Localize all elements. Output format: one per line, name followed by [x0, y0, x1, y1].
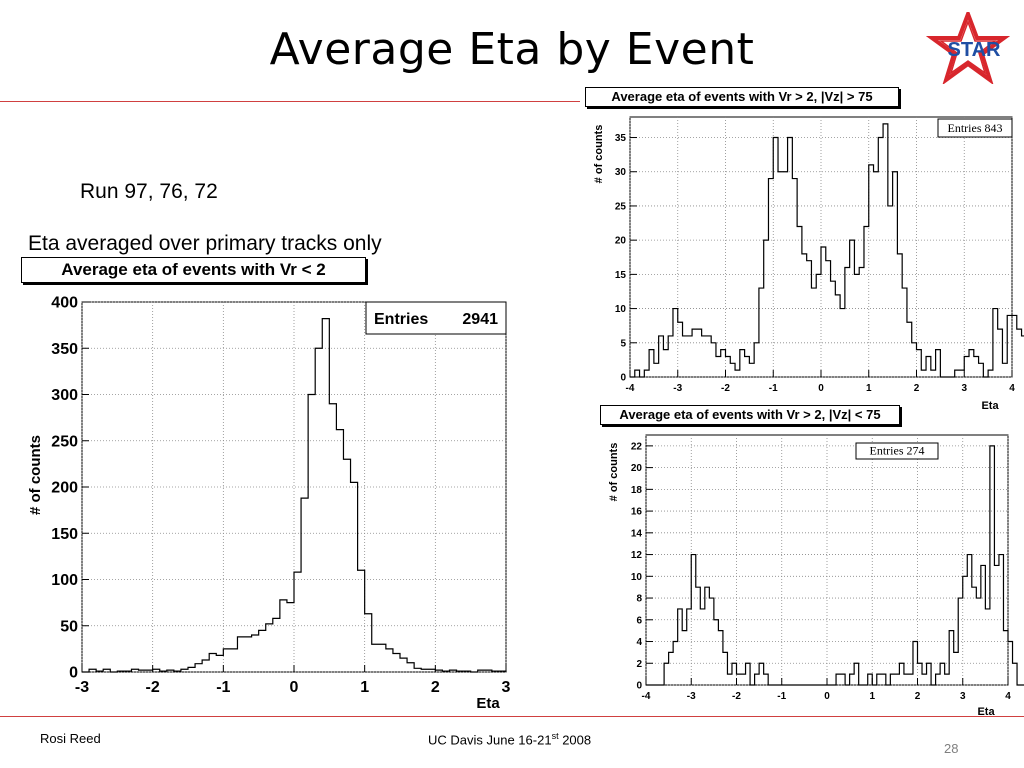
stats-entries-value: 2941 [462, 311, 498, 328]
star-logo: STAR [926, 12, 1010, 84]
histogram-series [646, 445, 1024, 686]
y-tick-label: 5 [620, 338, 626, 349]
histogram-series [630, 123, 1024, 378]
grid-lines [645, 435, 1009, 686]
x-tick-label: 1 [866, 383, 872, 394]
y-axis-label: # of counts [608, 443, 620, 502]
y-tick-label: 350 [51, 341, 78, 358]
x-tick-label: -4 [642, 691, 651, 702]
footer-conference-year: 2008 [558, 732, 592, 748]
histogram-vr-lt-2: -3 -2 -1 0 1 2 3 0 50 100 150 200 250 300 350 400 Eta # o… [27, 295, 511, 712]
histogram-title-vz-lt-75: Average eta of events with Vr > 2, |Vz| … [600, 405, 900, 425]
y-axis-label: # of counts [27, 435, 44, 515]
y-tick-label: 18 [631, 485, 643, 496]
x-tick-label: -2 [732, 691, 741, 702]
x-tick-label: 0 [824, 691, 830, 702]
y-tick-label: 2 [636, 659, 642, 670]
x-tick-label: -1 [769, 383, 778, 394]
y-tick-label: 50 [60, 618, 78, 635]
y-tick-label: 25 [615, 201, 627, 212]
x-tick-label: -4 [626, 383, 635, 394]
x-axis-label: Eta [977, 706, 995, 718]
slide-title: Average Eta by Event [269, 24, 755, 75]
y-tick-label: 20 [631, 463, 643, 474]
y-tick-label: 400 [51, 295, 78, 312]
y-tick-label: 16 [631, 507, 643, 518]
x-tick-label: -1 [777, 691, 786, 702]
y-tick-label: 200 [51, 480, 78, 497]
footer-divider [0, 716, 1024, 717]
y-tick-label: 150 [51, 526, 78, 543]
x-tick-label: 4 [1009, 383, 1015, 394]
x-tick-label: -2 [721, 383, 730, 394]
y-tick-label: 250 [51, 433, 78, 450]
x-axis-label: Eta [476, 695, 500, 712]
histogram-vz-gt-75: -4 -3 -2 -1 0 1 2 3 4 0 5 10 15 20 25 30 35 Eta # of count… [593, 116, 1024, 412]
y-tick-label: 30 [615, 167, 627, 178]
stats-box [855, 442, 939, 460]
footer-author: Rosi Reed [40, 731, 101, 746]
y-tick-label: 6 [636, 615, 642, 626]
stats-box [937, 118, 1013, 138]
x-tick-label: 1 [869, 691, 875, 702]
stats-entries-label: Entries 843 [948, 121, 1003, 135]
y-tick-label: 14 [631, 528, 643, 539]
x-tick-label: 3 [960, 691, 966, 702]
y-tick-label: 12 [631, 550, 643, 561]
run-numbers: Run 97, 76, 72 [80, 180, 218, 203]
histogram-title-vz-gt-75: Average eta of events with Vr > 2, |Vz| … [585, 87, 899, 107]
x-tick-label: 0 [290, 679, 299, 696]
histogram-title-vr-lt-2: Average eta of events with Vr < 2 [21, 257, 366, 283]
y-tick-label: 8 [636, 594, 642, 605]
y-tick-label: 10 [631, 572, 643, 583]
x-tick-label: -2 [146, 679, 160, 696]
x-tick-label: -1 [216, 679, 230, 696]
y-tick-label: 20 [615, 236, 627, 247]
x-tick-label: 3 [502, 679, 511, 696]
x-tick-label: -3 [673, 383, 682, 394]
histogram-series [82, 318, 507, 673]
x-tick-label: 4 [1005, 691, 1011, 702]
x-tick-label: 3 [961, 383, 967, 394]
y-tick-label: 4 [636, 637, 642, 648]
slide-number: 28 [944, 741, 959, 756]
x-tick-label: 2 [431, 679, 440, 696]
footer-conference: UC Davis June 16-21st 2008 [428, 731, 591, 747]
x-tick-label: 2 [915, 691, 921, 702]
x-tick-label: 0 [818, 383, 824, 394]
y-tick-label: 10 [615, 304, 627, 315]
stats-entries-label: Entries [374, 311, 428, 328]
star-logo-icon [926, 12, 1010, 84]
x-tick-label: 1 [360, 679, 369, 696]
footer-conference-main: UC Davis June 16-21 [428, 732, 552, 748]
footer-conference-sup: st [551, 731, 559, 741]
y-tick-label: 35 [615, 133, 627, 144]
x-axis-label: Eta [981, 400, 999, 412]
title-divider [0, 101, 580, 102]
y-tick-label: 0 [69, 665, 78, 682]
y-tick-label: 300 [51, 387, 78, 404]
x-tick-label: -3 [687, 691, 696, 702]
logo-text: STAR [948, 39, 1002, 61]
y-tick-label: 0 [636, 681, 642, 692]
x-tick-label: -3 [75, 679, 89, 696]
y-axis-label: # of counts [593, 125, 605, 184]
method-note: Eta averaged over primary tracks only [28, 232, 382, 255]
y-tick-label: 15 [615, 270, 627, 281]
x-tick-label: 2 [914, 383, 920, 394]
y-tick-label: 100 [51, 572, 78, 589]
stats-entries-label: Entries 274 [870, 444, 925, 458]
stats-box [365, 301, 507, 335]
y-tick-label: 22 [631, 441, 643, 452]
y-tick-label: 0 [620, 373, 626, 384]
